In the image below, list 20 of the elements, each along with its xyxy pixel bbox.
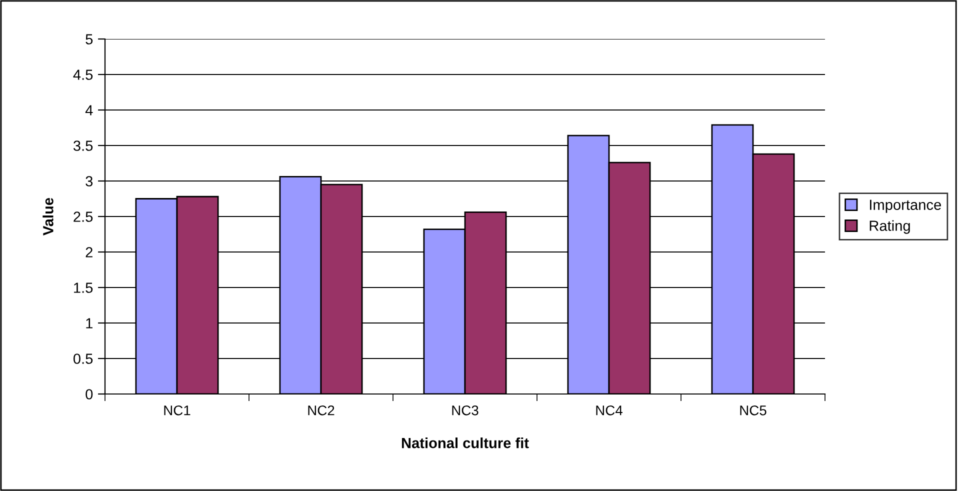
legend-label: Rating [870,220,910,234]
x-tick-label: NC3 [452,405,478,416]
legend-label: Importance [870,200,941,213]
y-tick-label: 2.5 [74,212,93,222]
x-tick-label: NC5 [740,405,766,416]
y-tick-label: 0 [86,389,93,400]
y-tick-label: 1.5 [74,282,93,293]
y-tick-label: 2 [86,247,92,258]
x-tick-label: NC4 [596,405,622,416]
x-axis-title: National culture fit [402,438,529,448]
y-axis-title: Value [42,198,54,236]
y-tick-label: 3 [86,176,93,186]
y-tick-label: 4 [85,105,93,116]
x-tick-label: NC1 [164,405,190,416]
y-tick-label: 3.5 [73,140,93,151]
x-tick-label: NC2 [308,405,334,416]
y-tick-label: 0.5 [73,354,93,364]
y-tick-label: 1 [86,318,92,328]
y-tick-label: 4.5 [73,70,93,80]
y-tick-label: 5 [86,34,93,44]
